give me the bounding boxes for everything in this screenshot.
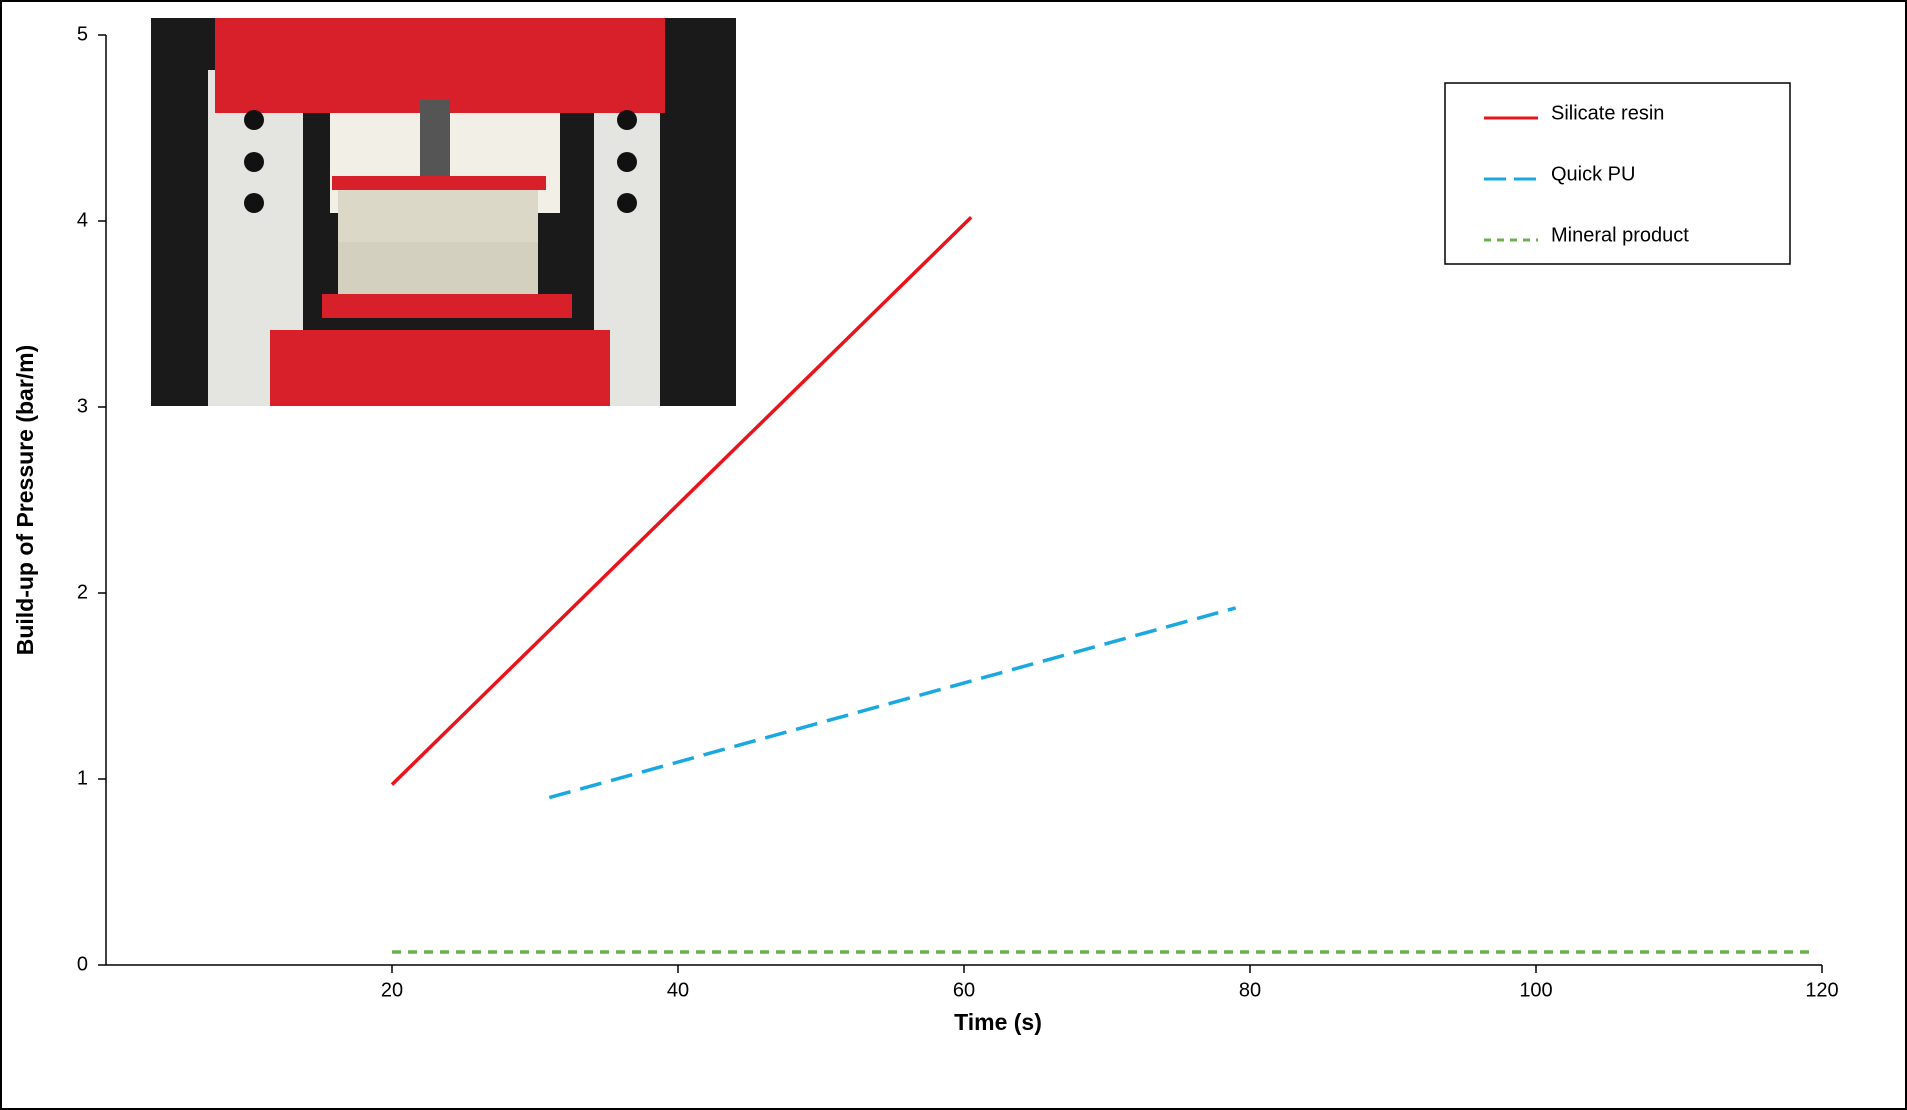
chart: Time (s) Build-up of Pressure (bar/m) 0 1… [0,0,1907,1110]
y-tick-label: 4 [77,209,88,231]
legend-label: Silicate resin [1551,102,1664,124]
y-tick-label: 0 [77,953,88,975]
y-axis-title: Build-up of Pressure (bar/m) [12,345,38,656]
x-tick-label: 80 [1239,979,1261,1001]
y-tick-label: 5 [77,23,88,45]
x-tick-label: 120 [1805,979,1838,1001]
photo-inset [151,18,736,406]
x-tick-label: 100 [1519,979,1552,1001]
legend-label: Quick PU [1551,163,1635,185]
x-tick-label: 60 [953,979,975,1001]
x-tick-label: 20 [381,979,403,1001]
y-tick-label: 1 [77,767,88,789]
y-tick-label: 3 [77,395,88,417]
y-tick-label: 2 [77,581,88,603]
legend-label: Mineral product [1551,224,1689,246]
x-axis-title: Time (s) [954,1009,1042,1035]
x-tick-label: 40 [667,979,689,1001]
